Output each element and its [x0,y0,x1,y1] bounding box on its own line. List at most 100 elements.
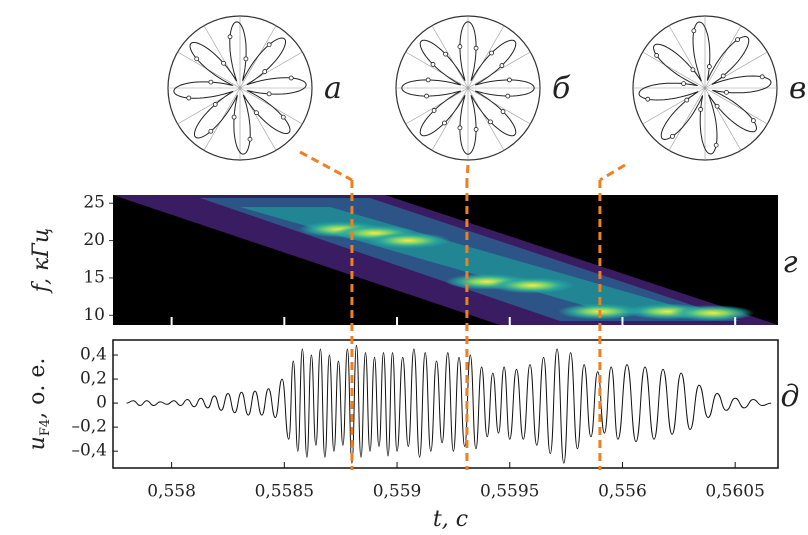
y-tick-label: 0,4 [80,345,107,365]
polar-dot [489,50,494,56]
polar-dot [227,34,233,40]
x-tick-label: 0,556 [598,482,647,502]
polar-dot [473,127,479,132]
spectrogram-panel: 25 20 15 10 f, кГц г [29,193,798,325]
y-tick-label: 0 [96,393,107,413]
y-tick-label: 15 [83,267,105,287]
connector [599,163,626,182]
signal-panel: 0,558 0,5585 0,559 0,5595 0,556 0,5605 0,4 0,2 0… [25,180,800,532]
signal-line [126,344,772,464]
polar-dot [280,114,286,120]
polar-rose [173,21,307,155]
y-tick-label: –0,4 [71,441,107,461]
x-tick-label: 0,559 [373,482,422,502]
polar-spoke [704,87,768,125]
y-axis-label-part: u [25,436,50,450]
polar-dot [231,114,237,120]
polar-diagrams: а б в [167,15,806,161]
polar-dot [488,119,493,125]
polar-dot [212,102,218,107]
polar-dot [442,120,447,126]
polar-spoke [467,25,505,89]
polar-dot [473,45,479,51]
hotspot [490,277,575,294]
polar-dot [698,107,704,112]
polar-dot [424,93,429,99]
polar-spoke [405,51,469,89]
polar-rose [638,21,772,155]
y-tick-label: 20 [83,230,105,250]
x-tick-label: 0,558 [147,482,196,502]
polar-dot [750,118,756,123]
x-tick-label: 0,5605 [705,482,764,502]
polar-dot [208,79,214,85]
polar-dot [254,110,259,116]
polar-dot [430,62,436,67]
polar-dot [443,51,448,57]
polar-dot [724,89,729,95]
connectors [299,150,626,182]
y-tick-label: 25 [83,193,105,213]
polar-dot [681,81,686,87]
diagram-label: в [789,71,806,106]
polar-spoke [467,87,505,151]
polar-dot [288,75,294,81]
hotspot [366,232,451,249]
polar-dot [247,136,253,142]
diagram-label: б [552,71,571,106]
y-tick-label: 10 [83,305,105,325]
polar-dot [706,64,712,69]
polar-dot [425,77,431,83]
polar-dot [759,74,765,80]
polar-dot [670,133,675,139]
polar-spoke [467,51,531,89]
polar-dot [208,128,214,134]
polar-dot [505,93,511,99]
connector [465,164,470,181]
polar-dot [684,97,690,103]
polar-dot [690,67,696,73]
y-axis-label-part: F4 [38,419,53,436]
y-axis-label: uF4, о. е. [25,358,53,451]
y-tick-label: 0,2 [80,369,107,389]
connector [299,150,353,182]
y-axis-label-part: , о. е. [25,358,50,419]
polar-spoke [405,87,469,125]
diagram-label: а [324,71,342,106]
polar-dot [266,91,272,97]
polar-spoke [668,87,706,151]
polar-dot [691,28,697,34]
polar-dot [713,142,719,148]
x-axis-label: t, с [433,507,468,532]
polar-dot [714,103,720,109]
hotspot [670,305,755,322]
polar-rose [401,21,535,155]
x-tick-label: 0,5595 [480,482,539,502]
polar-dot [735,37,740,43]
polar-dot [221,60,226,66]
polar-dot [262,69,268,74]
polar-spoke [642,51,706,89]
polar-dot [457,125,463,131]
polar-dot [507,77,512,83]
polar-dot [720,73,726,79]
polar-dot [499,63,505,68]
panel-label: д [780,379,799,414]
plot-frame [112,339,779,469]
polar-dot [645,96,651,102]
polar-dot [194,56,200,62]
polar-dot [243,56,249,62]
polar-spoke [431,25,469,89]
panel-label: г [782,245,797,280]
polar-dot [431,108,437,113]
polar-dot [654,53,660,58]
x-tick-label: 0,5585 [255,482,314,502]
polar-spoke [704,25,742,89]
y-axis-label: f, кГц [29,228,54,294]
y-tick-label: –0,2 [71,417,107,437]
polar-dot [500,109,506,114]
polar-dot [186,95,192,101]
polar-dot [457,44,463,49]
polar-spoke [467,87,531,125]
